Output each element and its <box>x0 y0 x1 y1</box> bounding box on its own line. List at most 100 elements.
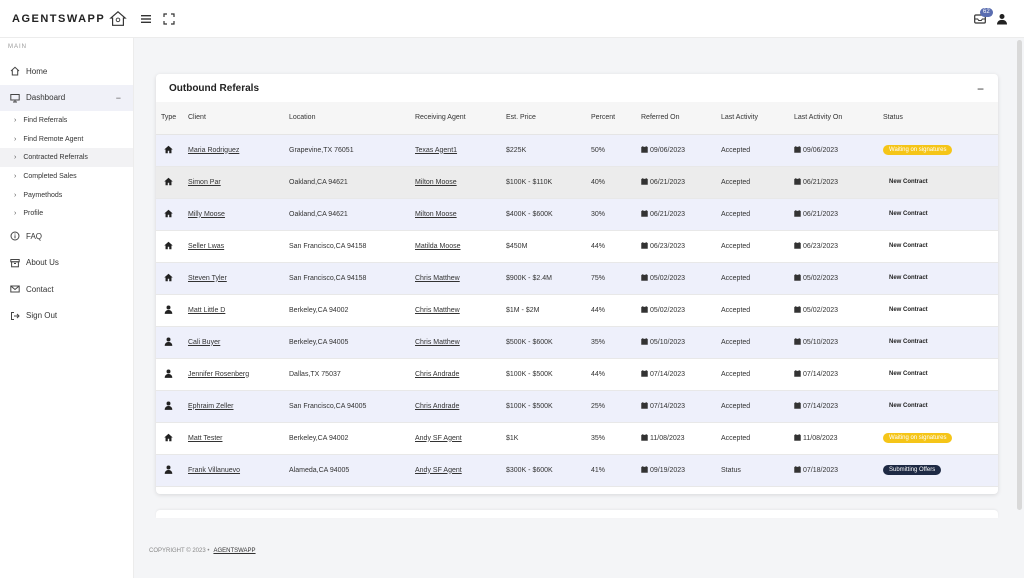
sidebar-section-label: MAIN <box>8 44 27 50</box>
client-link[interactable]: Cali Buyer <box>188 338 221 346</box>
last-activity-cell: Accepted <box>721 242 751 250</box>
table-row[interactable]: Seller Lwas San Francisco,CA 94158 Matilda… <box>156 230 998 262</box>
hamburger-icon[interactable] <box>140 13 152 25</box>
sidebar-item-label: Sign Out <box>26 311 58 321</box>
client-link[interactable]: Frank Villanuevo <box>188 466 241 474</box>
archive-icon <box>10 258 20 268</box>
agent-link[interactable]: Chris Matthew <box>415 306 460 314</box>
agent-link[interactable]: Chris Andrade <box>415 370 460 378</box>
location-cell: Berkeley,CA 94005 <box>289 338 349 346</box>
agent-link[interactable]: Texas Agent1 <box>415 146 458 154</box>
calendar-icon <box>794 306 801 313</box>
agent-link[interactable]: Andy SF Agent <box>415 434 462 442</box>
location-cell: San Francisco,CA 94005 <box>289 402 367 410</box>
calendar-icon <box>794 338 801 345</box>
agent-link[interactable]: Andy SF Agent <box>415 466 462 474</box>
client-link[interactable]: Matt Little D <box>188 306 226 314</box>
brand-logo[interactable]: AGENTSWAPP <box>12 10 127 28</box>
sidebar-subitem[interactable]: › Find Referrals <box>0 111 133 130</box>
table-row[interactable]: Milly Moose Oakland,CA 94621 Milton Moose $… <box>156 198 998 230</box>
person-icon <box>164 305 173 314</box>
agent-link[interactable]: Chris Matthew <box>415 338 460 346</box>
last-activity-cell: Accepted <box>721 370 751 378</box>
agent-link[interactable]: Chris Matthew <box>415 274 460 282</box>
column-header[interactable]: Receiving Agent <box>410 102 501 135</box>
client-link[interactable]: Maria Rodriguez <box>188 146 240 154</box>
agent-link[interactable]: Milton Moose <box>415 210 457 218</box>
last-activity-date: 11/08/2023 <box>803 435 838 442</box>
table-row[interactable]: Jennifer Rosenberg Dallas,TX 75037 Chris A… <box>156 358 998 390</box>
footer-brand-link[interactable]: AGENTSWAPP <box>213 548 256 554</box>
percent-cell: 25% <box>591 402 606 410</box>
column-header[interactable]: Last Activity <box>716 102 789 135</box>
client-link[interactable]: Steven Tyler <box>188 274 227 282</box>
client-link[interactable]: Ephraim Zeller <box>188 402 234 410</box>
sidebar-item-dashboard[interactable]: Dashboard − <box>0 84 133 111</box>
sidebar-subitem-label: Profile <box>23 210 44 218</box>
sidebar-item-faq[interactable]: FAQ <box>0 223 133 250</box>
status-badge: New Contract <box>889 179 928 185</box>
chevron-right-icon: › <box>14 135 17 143</box>
sidebar-item-signout[interactable]: Sign Out <box>0 303 133 330</box>
calendar-icon <box>641 178 648 185</box>
client-link[interactable]: Milly Moose <box>188 210 225 218</box>
price-cell: $1M - $2M <box>506 306 540 314</box>
calendar-icon <box>794 434 801 441</box>
sidebar-subitem[interactable]: › Paymethods <box>0 186 133 205</box>
percent-cell: 41% <box>591 466 606 474</box>
page-scrollbar[interactable] <box>1017 40 1022 510</box>
column-header[interactable]: Location <box>284 102 410 135</box>
user-icon[interactable] <box>996 13 1008 25</box>
sidebar-subitem[interactable]: › Profile <box>0 204 133 223</box>
table-row[interactable]: Ephraim Zeller San Francisco,CA 94005 Chri… <box>156 390 998 422</box>
calendar-icon <box>794 466 801 473</box>
status-badge: New Contract <box>889 211 928 217</box>
collapse-button[interactable]: − <box>976 82 984 96</box>
table-row[interactable]: Frank Villanuevo Alameda,CA 94005 Andy SF … <box>156 454 998 486</box>
brand-name: AGENTSWAPP <box>12 13 106 25</box>
agent-link[interactable]: Chris Andrade <box>415 402 460 410</box>
column-header[interactable]: Type <box>156 102 183 135</box>
referred-date: 05/02/2023 <box>650 307 686 314</box>
monitor-icon <box>10 93 20 103</box>
inbox-button[interactable]: 62 <box>974 8 993 25</box>
sidebar-subitem[interactable]: › Find Remote Agent <box>0 130 133 149</box>
column-header[interactable]: Referred On <box>636 102 716 135</box>
collapse-caret-icon[interactable]: − <box>115 92 121 103</box>
last-activity-cell: Accepted <box>721 306 751 314</box>
sidebar-item-home[interactable]: Home <box>0 58 133 85</box>
calendar-icon <box>641 210 648 217</box>
calendar-icon <box>794 146 801 153</box>
column-header[interactable]: Status <box>878 102 998 135</box>
table-row[interactable]: Maria Rodriguez Grapevine,TX 76051 Texas A… <box>156 134 998 166</box>
client-link[interactable]: Jennifer Rosenberg <box>188 370 250 378</box>
column-header[interactable]: Percent <box>586 102 636 135</box>
column-header[interactable]: Client <box>183 102 284 135</box>
last-activity-date: 06/21/2023 <box>803 211 839 218</box>
table-row[interactable]: Cali Buyer Berkeley,CA 94005 Chris Matthew… <box>156 326 998 358</box>
chevron-right-icon: › <box>14 154 17 162</box>
agent-link[interactable]: Milton Moose <box>415 178 457 186</box>
column-header[interactable]: Est. Price <box>501 102 586 135</box>
client-link[interactable]: Matt Tester <box>188 434 223 442</box>
table-row[interactable]: Simon Par Oakland,CA 94621 Milton Moose $10… <box>156 166 998 198</box>
status-badge: Waiting on signatures <box>883 433 953 443</box>
table-row[interactable]: Matt Tester Berkeley,CA 94002 Andy SF Agen… <box>156 422 998 454</box>
column-header[interactable]: Last Activity On <box>789 102 878 135</box>
table-row[interactable]: Matt Little D Berkeley,CA 94002 Chris Matt… <box>156 294 998 326</box>
last-activity-cell: Accepted <box>721 178 751 186</box>
sidebar-subitem[interactable]: › Completed Sales <box>0 167 133 186</box>
sidebar-item-contact[interactable]: Contact <box>0 276 133 303</box>
sidebar-item-about[interactable]: About Us <box>0 250 133 277</box>
client-link[interactable]: Seller Lwas <box>188 242 225 250</box>
client-link[interactable]: Simon Par <box>188 178 221 186</box>
fullscreen-icon[interactable] <box>163 13 175 25</box>
chevron-right-icon: › <box>14 172 17 180</box>
sidebar-subitem[interactable]: › Contracted Referrals <box>0 148 133 168</box>
table-row[interactable]: Steven Tyler San Francisco,CA 94158 Chris … <box>156 262 998 294</box>
percent-cell: 35% <box>591 434 606 442</box>
footer: COPYRIGHT © 2023 • AGENTSWAPP <box>149 548 256 554</box>
location-cell: Grapevine,TX 76051 <box>289 146 354 154</box>
agent-link[interactable]: Matilda Moose <box>415 242 461 250</box>
chevron-right-icon: › <box>14 116 17 124</box>
